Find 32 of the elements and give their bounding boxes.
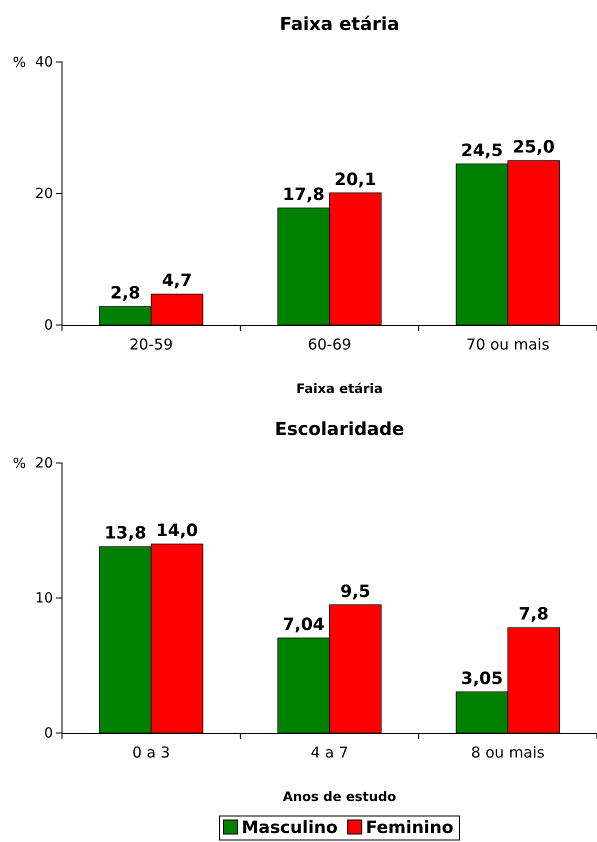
chart-title: Escolaridade bbox=[274, 419, 404, 440]
x-axis-title: Anos de estudo bbox=[282, 790, 396, 805]
legend-label: Feminino bbox=[366, 818, 454, 838]
chart-title: Faixa etária bbox=[280, 14, 400, 35]
x-tick-label: 60-69 bbox=[308, 336, 352, 354]
y-tick-label: 0 bbox=[44, 317, 53, 334]
x-axis-title: Faixa etária bbox=[296, 382, 383, 397]
y-tick-label: 0 bbox=[44, 725, 53, 742]
data-label: 4,7 bbox=[162, 271, 192, 292]
legend-label: Masculino bbox=[242, 818, 338, 838]
data-label: 3,05 bbox=[461, 668, 503, 689]
y-axis-title: % bbox=[12, 55, 26, 71]
y-axis-title: % bbox=[12, 456, 26, 472]
data-label: 25,0 bbox=[512, 138, 555, 158]
x-tick-label: 20-59 bbox=[129, 336, 173, 354]
x-tick-label: 0 a 3 bbox=[132, 744, 170, 762]
x-tick-label: 8 ou mais bbox=[471, 744, 545, 762]
y-tick-label: 20 bbox=[35, 186, 53, 202]
x-tick-label: 70 ou mais bbox=[466, 336, 550, 354]
y-tick-label: 10 bbox=[35, 590, 53, 606]
data-label: 9,5 bbox=[340, 582, 370, 602]
data-label: 20,1 bbox=[334, 170, 376, 190]
data-label: 14,0 bbox=[156, 521, 198, 541]
x-tick-label: 4 a 7 bbox=[310, 744, 348, 762]
data-label: 17,8 bbox=[282, 184, 325, 205]
data-label: 7,04 bbox=[282, 614, 325, 635]
data-label: 2,8 bbox=[110, 284, 140, 304]
data-label: 7,8 bbox=[518, 604, 549, 625]
data-label: 13,8 bbox=[104, 524, 146, 544]
y-tick-label: 40 bbox=[35, 54, 53, 70]
data-label: 24,5 bbox=[461, 140, 503, 161]
y-tick-label: 20 bbox=[35, 455, 53, 472]
